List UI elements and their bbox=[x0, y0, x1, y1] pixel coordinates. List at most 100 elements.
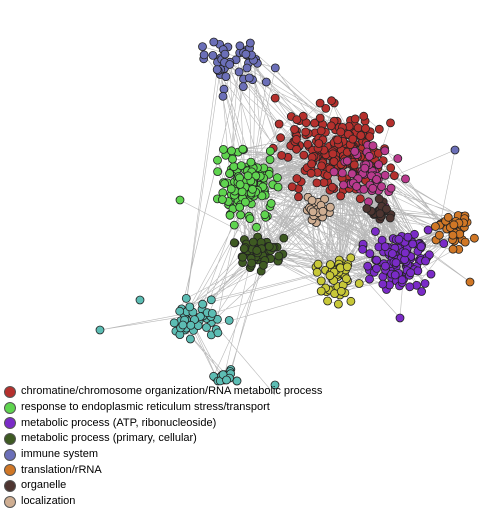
network-node bbox=[276, 133, 286, 143]
network-node bbox=[336, 191, 346, 201]
network-node bbox=[390, 270, 400, 280]
network-node bbox=[292, 174, 302, 183]
network-node bbox=[274, 251, 284, 261]
network-node bbox=[348, 134, 358, 144]
network-node bbox=[213, 167, 223, 177]
network-node bbox=[387, 249, 397, 259]
network-node bbox=[229, 220, 239, 230]
network-node bbox=[95, 325, 105, 335]
network-node bbox=[316, 286, 326, 296]
network-node bbox=[362, 204, 372, 213]
network-node bbox=[365, 132, 375, 142]
legend-label: localization bbox=[21, 495, 76, 508]
network-node bbox=[448, 244, 458, 254]
network-node bbox=[448, 230, 458, 240]
network-node bbox=[217, 195, 227, 205]
network-node bbox=[248, 237, 258, 247]
legend-swatch bbox=[4, 401, 16, 414]
network-node bbox=[385, 213, 395, 223]
network-node bbox=[273, 182, 283, 192]
network-node bbox=[374, 194, 384, 204]
network-node bbox=[394, 234, 404, 244]
network-node bbox=[198, 42, 207, 51]
network-node bbox=[270, 380, 280, 390]
network-node bbox=[242, 63, 252, 73]
network-node bbox=[374, 160, 384, 170]
network-node bbox=[443, 212, 453, 222]
network-node bbox=[232, 376, 242, 386]
network-node bbox=[313, 259, 323, 269]
network-node bbox=[393, 154, 403, 163]
network-node bbox=[299, 150, 309, 160]
network-node bbox=[449, 220, 459, 230]
network-node bbox=[219, 84, 229, 94]
network-node bbox=[370, 227, 380, 236]
network-edges bbox=[99, 45, 475, 396]
network-node bbox=[355, 194, 365, 204]
legend-item: metabolic process (primary, cellular) bbox=[4, 431, 322, 447]
network-node bbox=[266, 198, 276, 208]
network-node bbox=[206, 295, 216, 305]
legend-label: organelle bbox=[21, 479, 67, 492]
network-node bbox=[423, 225, 433, 235]
legend-swatch bbox=[4, 432, 16, 445]
network-node bbox=[368, 141, 378, 151]
network-node bbox=[326, 121, 336, 131]
network-node bbox=[247, 258, 257, 268]
network-node bbox=[420, 279, 430, 288]
network-nodes bbox=[95, 37, 479, 390]
network-node bbox=[234, 67, 244, 77]
network-node bbox=[346, 296, 356, 306]
network-node bbox=[382, 204, 391, 214]
network-node bbox=[337, 168, 347, 178]
network-node bbox=[221, 72, 231, 81]
network-node bbox=[292, 115, 302, 124]
network-node bbox=[365, 274, 374, 284]
network-node bbox=[336, 127, 346, 137]
network-node bbox=[218, 91, 228, 101]
network-node bbox=[252, 246, 262, 255]
network-node bbox=[328, 149, 338, 159]
network-node bbox=[225, 169, 235, 178]
network-node bbox=[243, 171, 253, 181]
network-node bbox=[378, 279, 388, 289]
network-node bbox=[342, 262, 352, 272]
network-node bbox=[372, 255, 382, 265]
network-node bbox=[339, 180, 348, 190]
network-node bbox=[135, 295, 145, 305]
network-node bbox=[213, 155, 222, 165]
network-node bbox=[325, 202, 335, 212]
network-node bbox=[336, 286, 346, 296]
network-node bbox=[272, 173, 282, 183]
network-node bbox=[460, 237, 470, 247]
network-node bbox=[316, 126, 326, 136]
network-node bbox=[185, 334, 195, 344]
legend-swatch bbox=[4, 385, 16, 398]
network-node bbox=[229, 238, 239, 248]
network-node bbox=[359, 111, 369, 121]
network-node bbox=[321, 104, 331, 113]
legend-label: response to endoplasmic reticulum stress… bbox=[21, 401, 270, 414]
network-node bbox=[307, 159, 317, 169]
network-node bbox=[175, 306, 185, 316]
legend-label: immune system bbox=[21, 448, 99, 461]
network-node bbox=[307, 195, 317, 205]
network-node bbox=[314, 139, 324, 148]
network-node bbox=[323, 296, 333, 306]
legend-label: translation/rRNA bbox=[21, 463, 102, 476]
legend-swatch bbox=[4, 479, 16, 492]
legend-label: metabolic process (ATP, ribonucleoside) bbox=[21, 416, 217, 429]
network-node bbox=[333, 299, 343, 309]
network-node bbox=[430, 222, 440, 231]
network-node bbox=[354, 279, 364, 288]
legend-swatch bbox=[4, 495, 16, 508]
network-node bbox=[265, 155, 275, 165]
network-node bbox=[209, 37, 219, 47]
network-node bbox=[372, 175, 382, 184]
network-node bbox=[207, 308, 217, 318]
network-node bbox=[169, 318, 179, 328]
network-node bbox=[363, 261, 373, 271]
network-node bbox=[417, 287, 427, 296]
network-node bbox=[327, 96, 336, 106]
network-node bbox=[277, 150, 287, 160]
